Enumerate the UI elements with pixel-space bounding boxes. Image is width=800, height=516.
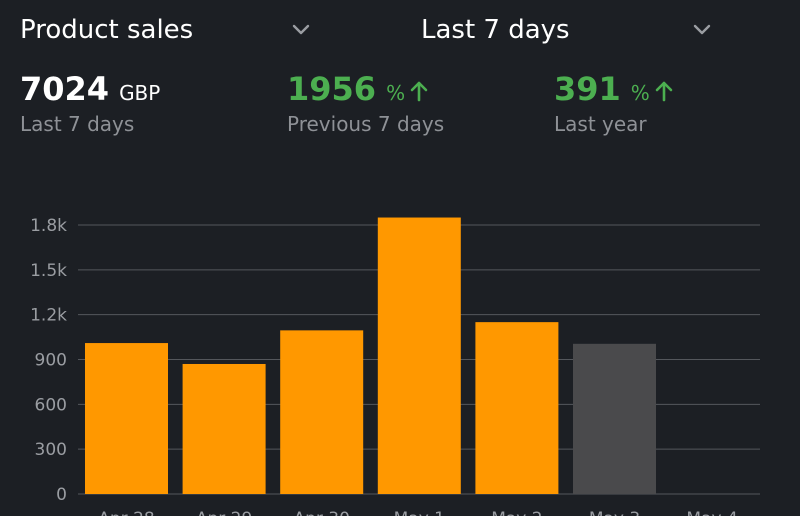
chevron-down-icon [693,24,711,35]
stat-value: 391 [554,70,621,108]
x-tick-label: May 1 [394,509,445,516]
y-tick-label: 600 [35,395,67,415]
x-tick-label: May 4 [686,509,737,516]
bar [377,217,461,494]
stat-value: 7024 [20,70,110,108]
stat-unit: % [630,81,650,105]
stat-total-sales: 7024 GBP Last 7 days [20,70,160,136]
arrow-up-icon [655,81,673,102]
x-tick-label: Apr 30 [293,509,349,516]
stat-vs-previous-period: 1956 % Previous 7 days [287,70,444,136]
y-tick-label: 900 [35,351,67,371]
bar [182,363,266,494]
y-tick-label: 1.5k [30,261,67,281]
x-tick-label: Apr 28 [98,509,154,516]
stat-caption: Last 7 days [20,112,135,136]
bar [280,330,364,494]
arrow-up-icon [410,81,428,102]
y-tick-label: 0 [56,485,67,505]
stat-value: 1956 [287,70,377,108]
bar [573,343,656,494]
product-selector[interactable]: Product sales [20,10,312,50]
stat-vs-last-year: 391 % Last year [554,70,674,136]
y-tick-label: 300 [35,440,67,460]
stat-caption: Last year [554,112,647,136]
bar [475,322,559,494]
period-selector[interactable]: Last 7 days [421,10,713,50]
period-selector-label: Last 7 days [421,15,570,45]
bar [85,343,168,494]
y-tick-label: 1.8k [30,216,67,236]
product-selector-label: Product sales [20,15,194,45]
x-tick-label: May 2 [491,509,542,516]
x-tick-label: May 3 [589,509,640,516]
stat-caption: Previous 7 days [287,112,445,136]
stat-unit: GBP [119,81,161,105]
chevron-down-icon [292,24,310,35]
x-tick-label: Apr 29 [196,509,252,516]
stat-unit: % [386,81,406,105]
y-tick-label: 1.2k [30,306,67,326]
